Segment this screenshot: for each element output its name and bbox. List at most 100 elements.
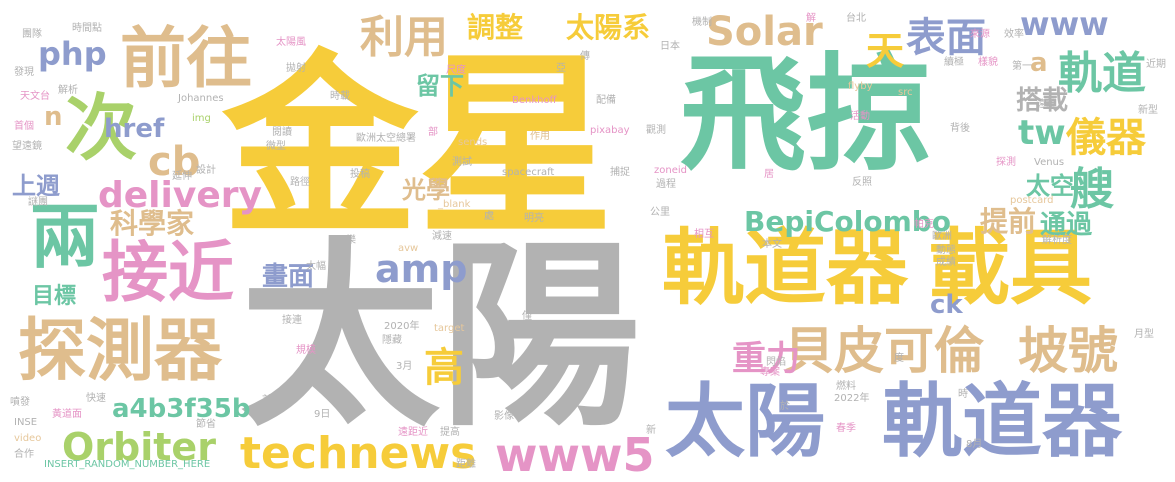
word-far-near: 遠距近 bbox=[398, 427, 428, 438]
word-ship: 艘 bbox=[1070, 164, 1114, 215]
word-parker: 帕克 bbox=[914, 219, 934, 230]
word-design: 設計 bbox=[196, 165, 216, 176]
word-bright: 明亮 bbox=[524, 213, 544, 224]
word-efficiency: 效率 bbox=[1004, 29, 1024, 40]
word-reflect: 反照 bbox=[852, 177, 872, 188]
word-bepi-chinese: 貝皮可倫 bbox=[784, 322, 984, 380]
word-avw: avw bbox=[398, 243, 419, 254]
word-submit: 投稿 bbox=[350, 169, 370, 180]
word-away: 遠離 bbox=[1036, 99, 1056, 110]
word-cb: cb bbox=[148, 139, 201, 185]
word-recent: 近期 bbox=[1146, 59, 1166, 70]
word-img: img bbox=[192, 113, 211, 124]
word-europe: 歐洲 bbox=[932, 231, 952, 242]
word-inse: INSE bbox=[14, 417, 38, 428]
word-times: 次 bbox=[65, 86, 138, 170]
word-team: 團隊 bbox=[22, 29, 42, 40]
word-a4b3f35b: a4b3f35b bbox=[112, 394, 251, 424]
word-target: target bbox=[434, 323, 465, 334]
word-postcard: postcard bbox=[1010, 195, 1054, 206]
word-erupt: 噴發 bbox=[10, 397, 30, 408]
word-at: 於 bbox=[780, 401, 790, 412]
word-flyby-en: flyby bbox=[848, 81, 873, 92]
word-zoneid: zoneid bbox=[654, 165, 687, 176]
word-read: 閱讀 bbox=[272, 127, 292, 138]
word-n: n bbox=[44, 102, 63, 132]
word-resolution: 解析度 bbox=[1042, 235, 1072, 246]
word-adjust: 調整 bbox=[467, 11, 524, 44]
word-instrument: 儀器 bbox=[1066, 115, 1146, 161]
word-2020: 2020年 bbox=[384, 321, 420, 332]
word-head: 首 bbox=[262, 395, 272, 406]
word-degree: 度 bbox=[894, 353, 904, 364]
word-frame: 畫面 bbox=[262, 262, 315, 292]
word-pass-on: 傳 bbox=[580, 51, 590, 62]
word-ecliptic: 黃道面 bbox=[52, 409, 82, 420]
word-cooperate: 合作 bbox=[14, 449, 34, 460]
word-sun-large: 太陽 bbox=[240, 221, 641, 454]
word-a: a bbox=[1030, 48, 1048, 78]
word-bepicolombo: BepiColombo bbox=[744, 205, 952, 238]
word-taipei: 台北 bbox=[846, 13, 866, 24]
word-august: 8月 bbox=[966, 439, 983, 450]
word-equip: 搭載 bbox=[1016, 86, 1069, 116]
word-vehicle: 載具 bbox=[928, 221, 1093, 316]
word-eject: 拋射 bbox=[286, 63, 306, 74]
word-large: 太幅 bbox=[306, 261, 326, 272]
word-orbiter-blue: 軌道器 bbox=[882, 375, 1122, 468]
word-hour: 時 bbox=[958, 389, 968, 400]
word-decelerate: 減速 bbox=[432, 231, 452, 242]
word-pixabay: pixabay bbox=[590, 125, 630, 136]
word-micro: 微型 bbox=[266, 141, 286, 152]
word-joy: 樂 bbox=[346, 235, 356, 246]
word-capture: 捕捉 bbox=[610, 167, 630, 178]
word-approach: 接近 bbox=[102, 234, 234, 311]
word-php: php bbox=[38, 35, 107, 73]
word-observatory: 天文台 bbox=[20, 91, 50, 102]
word-tw: tw bbox=[1018, 113, 1066, 153]
word-solar-wind: 太陽風 bbox=[276, 37, 306, 48]
word-asia: 亞 bbox=[556, 63, 566, 74]
word-pass: 通過 bbox=[1040, 210, 1093, 240]
word-path: 路徑 bbox=[290, 177, 310, 188]
word-fast: 快速 bbox=[86, 393, 106, 404]
word-www5: www5 bbox=[495, 428, 655, 482]
word-source: 來源 bbox=[970, 29, 990, 40]
word-optics: 光學 bbox=[402, 176, 450, 204]
word-mystery: 謎團 bbox=[28, 197, 48, 208]
word-place: 處 bbox=[484, 211, 494, 222]
word-surface: 表面 bbox=[906, 15, 986, 61]
word-appearance: 樣貌 bbox=[978, 57, 998, 68]
word-src: src bbox=[898, 87, 913, 98]
word-solar: Solar bbox=[706, 9, 823, 55]
word-spacecraft: spacecraft bbox=[502, 167, 555, 178]
word-toward: 前往 bbox=[120, 20, 252, 97]
word-ramp: 坡號 bbox=[1018, 322, 1118, 380]
word-only: 僅 bbox=[522, 311, 532, 322]
word-march: 3月 bbox=[396, 361, 413, 372]
word-esa: 歐洲太空總署 bbox=[356, 133, 416, 144]
word-hidden: 隱藏 bbox=[382, 335, 402, 346]
word-solve: 解 bbox=[806, 13, 816, 24]
word-flyby: 飛掠 bbox=[680, 41, 932, 188]
word-raise: 提高 bbox=[440, 427, 460, 438]
word-spring: 春季 bbox=[836, 423, 856, 434]
word-extreme: 續極 bbox=[944, 57, 964, 68]
word-size: 規模 bbox=[296, 345, 316, 356]
word-load: 時載 bbox=[330, 91, 350, 102]
word-save: 節省 bbox=[196, 419, 216, 430]
word-activity: 活動 bbox=[850, 111, 870, 122]
word-benkhoff: Benkhoff bbox=[512, 95, 557, 106]
word-effect: 作用 bbox=[530, 131, 550, 142]
word-amp: amp bbox=[375, 247, 468, 291]
word-dynamic: 動態 bbox=[936, 245, 956, 256]
word-article: 本文 bbox=[762, 239, 782, 250]
word-km: 公里 bbox=[650, 207, 670, 218]
word-2022: 2022年 bbox=[834, 393, 870, 404]
word-result: 成績 bbox=[936, 257, 956, 268]
word-new: 新 bbox=[646, 425, 656, 436]
word-moon-shape: 月型 bbox=[1134, 329, 1154, 340]
word-detect: 探測 bbox=[996, 157, 1016, 168]
word-space: 太空 bbox=[1026, 172, 1074, 200]
